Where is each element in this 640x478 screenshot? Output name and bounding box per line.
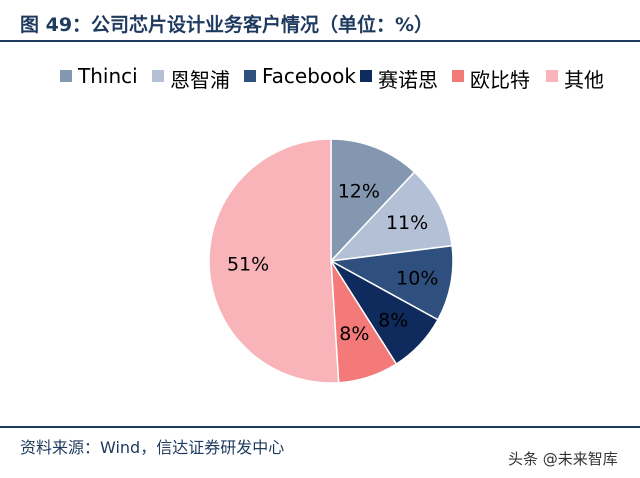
slice-label: 8%	[378, 309, 408, 331]
pie-slice	[328, 244, 454, 321]
legend-label: 恩智浦	[170, 68, 230, 92]
pie-slice	[330, 138, 416, 263]
watermark: 头条 @未来智库	[508, 450, 618, 468]
legend-swatch	[360, 70, 372, 82]
legend-label: 其他	[564, 68, 604, 92]
source-note: 资料来源：Wind，信达证券研发中心	[20, 438, 285, 457]
pie-slice	[329, 171, 453, 263]
chart-title: 图 49：公司芯片设计业务客户情况（单位：%）	[20, 14, 434, 36]
pie-slice	[208, 138, 340, 384]
legend-swatch	[452, 70, 464, 82]
slice-label: 11%	[386, 212, 428, 234]
legend-label: 赛诺思	[378, 68, 438, 92]
slice-label: 51%	[227, 254, 269, 276]
title-bar: 图 49：公司芯片设计业务客户情况（单位：%）	[0, 0, 640, 42]
slice-label: 8%	[339, 323, 369, 345]
legend-swatch	[60, 70, 72, 82]
legend-swatch	[244, 70, 256, 82]
slice-label: 10%	[396, 267, 438, 289]
pie-chart: 12% 11% 10% 8% 8% 51%	[208, 138, 454, 384]
legend: Thinci 恩智浦 Facebook 赛诺思 欧比特 其他	[60, 64, 620, 94]
slice-label: 12%	[338, 181, 380, 203]
legend-swatch	[546, 70, 558, 82]
source-divider	[0, 426, 640, 428]
legend-swatch	[152, 70, 164, 82]
legend-label: Facebook	[262, 64, 356, 88]
legend-label: Thinci	[78, 64, 138, 88]
legend-label: 欧比特	[470, 68, 530, 92]
